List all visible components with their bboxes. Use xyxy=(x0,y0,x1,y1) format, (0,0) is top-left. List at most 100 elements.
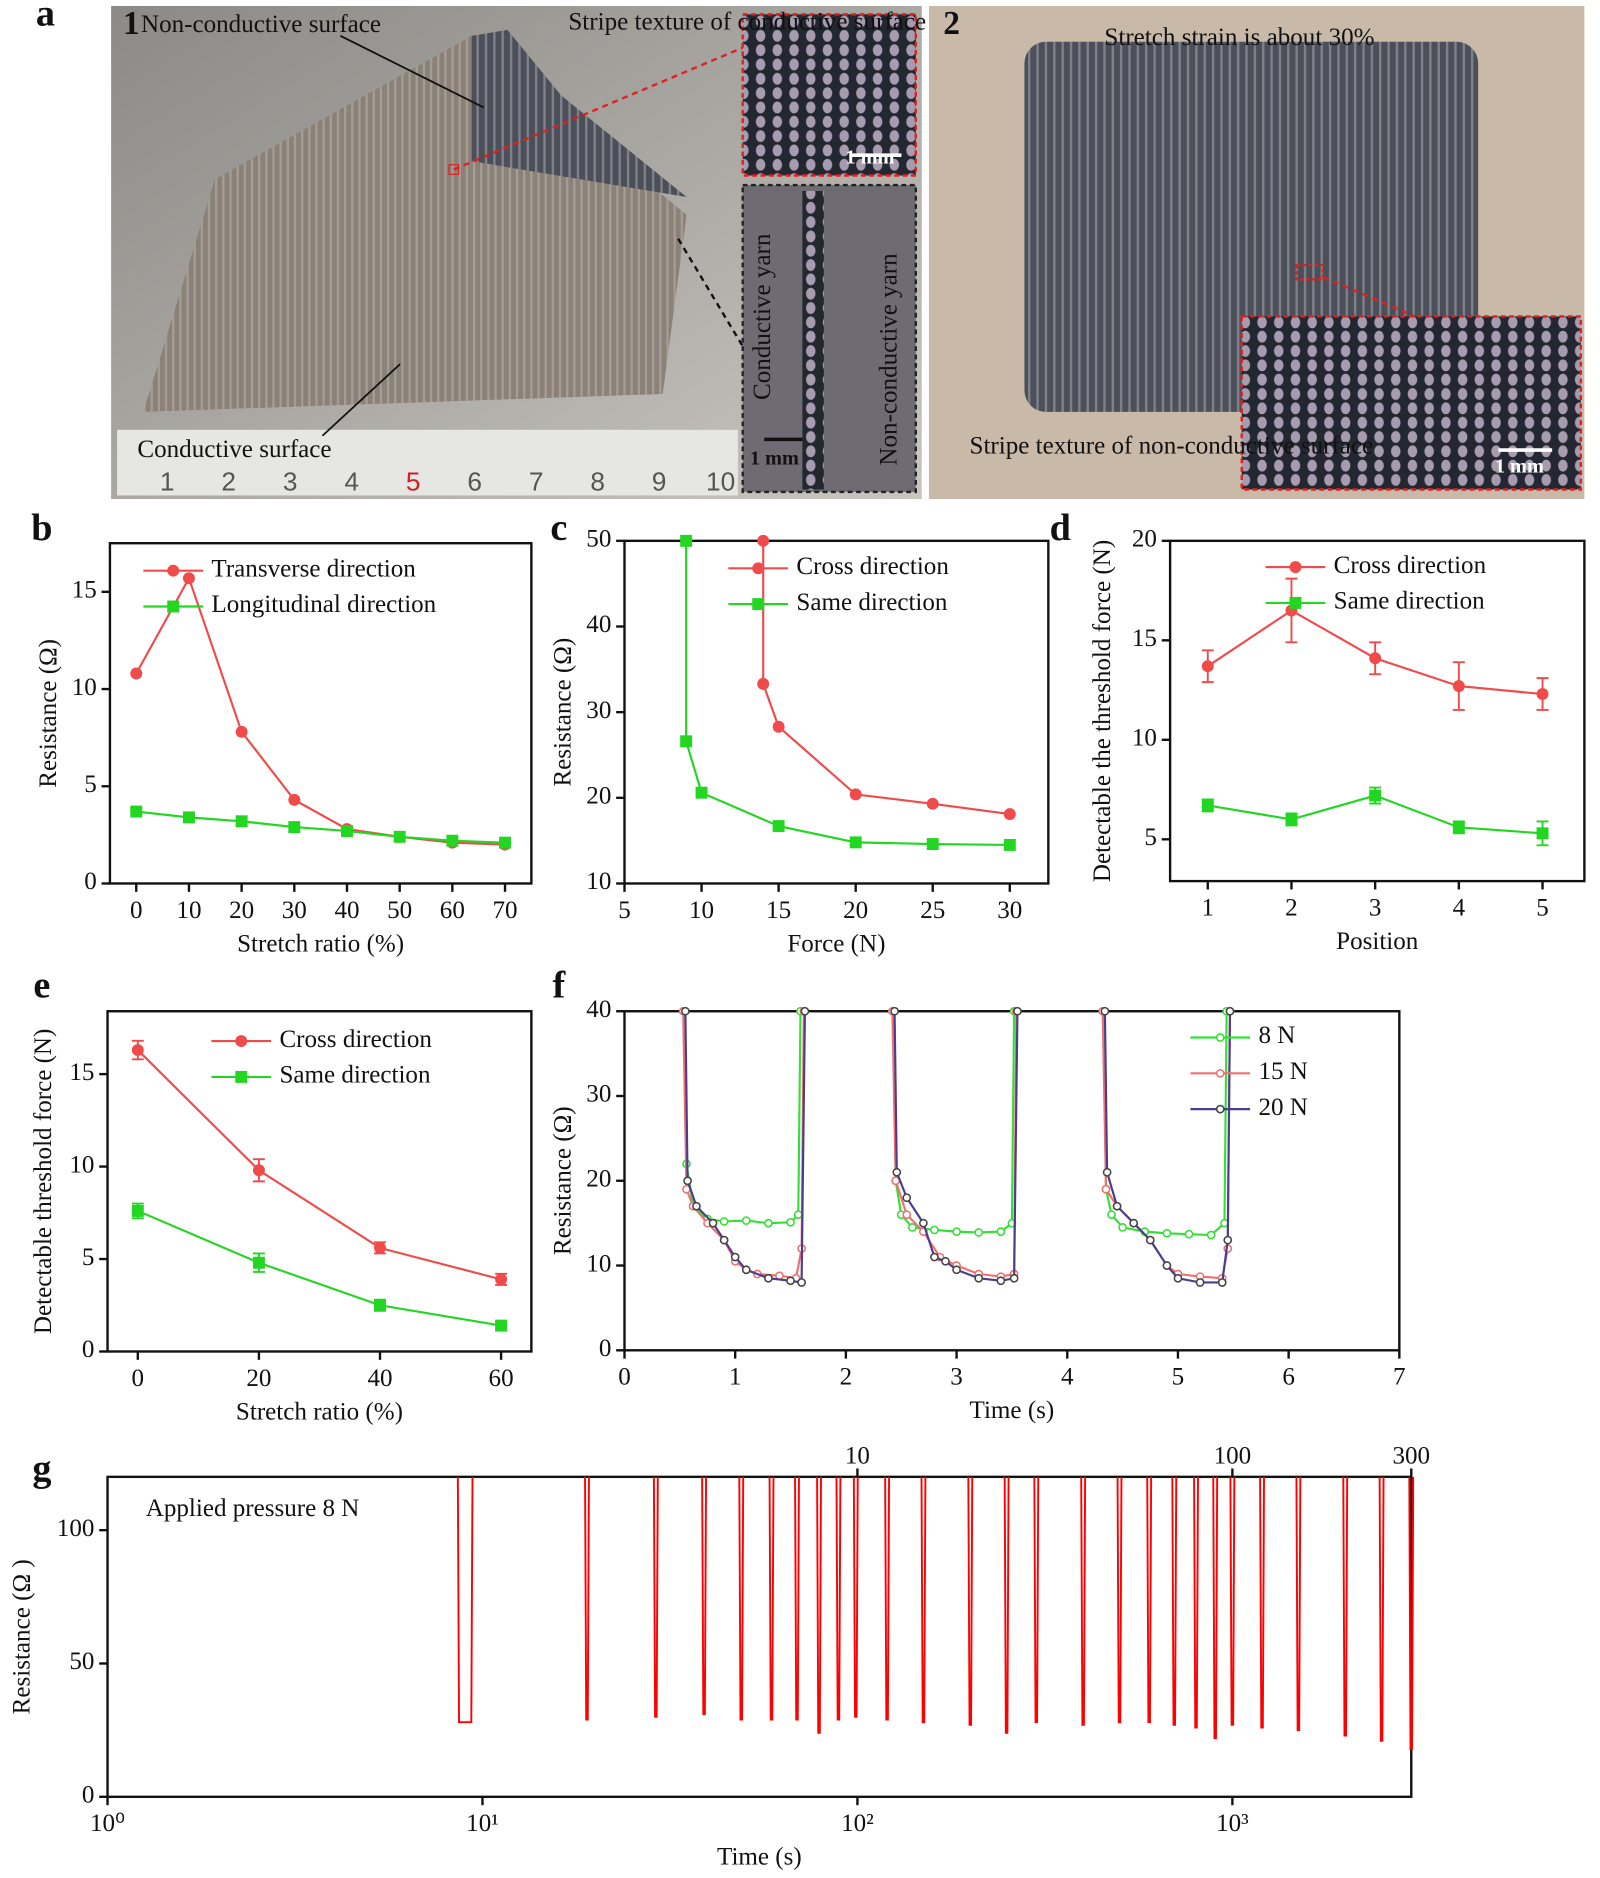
x-tick-label: 2 xyxy=(840,1364,853,1391)
marker xyxy=(890,1006,899,1016)
marker xyxy=(1162,1228,1172,1238)
x-tick-label: 0 xyxy=(618,1364,631,1391)
marker xyxy=(902,1210,912,1220)
marker xyxy=(1215,1033,1225,1042)
marker xyxy=(741,1216,751,1225)
marker xyxy=(974,1228,984,1237)
marker xyxy=(252,1164,265,1177)
marker xyxy=(182,572,195,585)
spike xyxy=(920,1476,927,1724)
marker xyxy=(1206,1230,1216,1240)
marker xyxy=(849,788,862,801)
x-tick-label: 70 xyxy=(493,897,518,924)
panel-letter: g xyxy=(32,1448,51,1490)
fabric-fold xyxy=(471,29,687,197)
marker xyxy=(719,1217,729,1226)
series-line xyxy=(137,1049,502,1281)
spike xyxy=(456,1476,474,1724)
series-line xyxy=(685,540,1010,847)
marker xyxy=(930,1225,939,1235)
spike xyxy=(1033,1476,1040,1724)
spike xyxy=(1342,1476,1349,1737)
marker xyxy=(495,1319,508,1332)
marker xyxy=(708,1218,718,1228)
x-tick-label: 30 xyxy=(282,897,307,924)
marker xyxy=(1289,561,1302,574)
series-line xyxy=(762,540,1010,816)
chart: e 0 20 40 60 0 5 10 15 Stretch ratio (%) Detectabl… xyxy=(30,964,533,1425)
marker xyxy=(695,786,708,799)
leader xyxy=(321,363,401,437)
marker xyxy=(757,534,770,547)
spike xyxy=(967,1476,974,1726)
marker xyxy=(974,1273,984,1283)
marker xyxy=(1112,1201,1122,1211)
y-tick-label: 15 xyxy=(72,577,97,604)
y-tick-label: 10 xyxy=(1132,725,1157,752)
ruler-numbers: 1 2 3 4 5 6 7 8 9 10 xyxy=(160,466,735,496)
marker xyxy=(130,667,143,680)
marker xyxy=(1536,688,1549,701)
legend-label: 15 N xyxy=(1258,1058,1307,1085)
marker xyxy=(902,1193,912,1203)
marker xyxy=(764,1218,773,1228)
spike xyxy=(1408,1476,1415,1750)
x-axis-label: Time (s) xyxy=(970,1397,1055,1424)
marker xyxy=(1201,799,1214,812)
marker xyxy=(996,1276,1006,1286)
marker xyxy=(288,821,301,834)
marker xyxy=(680,534,693,547)
marker xyxy=(793,1210,803,1220)
y-axis-label: Detectable the threshold force (N) xyxy=(1089,540,1116,882)
spike xyxy=(1146,1476,1153,1724)
marker xyxy=(930,1252,939,1262)
x-axis-label: Stretch ratio (%) xyxy=(237,930,404,957)
legend-label: 8 N xyxy=(1258,1022,1295,1049)
spike xyxy=(884,1476,891,1721)
y-tick-label: 5 xyxy=(82,1244,95,1271)
marker xyxy=(786,1276,795,1286)
x-tick-label: 10² xyxy=(841,1810,874,1837)
y-tick-label: 5 xyxy=(1144,824,1157,851)
marker xyxy=(1102,1167,1112,1177)
marker xyxy=(952,1227,961,1236)
ruler-number: 2 xyxy=(221,466,236,496)
marker xyxy=(1369,652,1382,665)
leader xyxy=(453,46,744,171)
marker xyxy=(764,1273,773,1283)
legend-label: Longitudinal direction xyxy=(211,591,436,618)
photo-number: 2 xyxy=(943,5,960,42)
chart: c 5 10 15 20 25 30 10 20 30 40 50 Force (N) Resistanc… xyxy=(550,507,1050,957)
x-tick-label: 4 xyxy=(1453,894,1466,921)
callout-box xyxy=(1295,263,1325,281)
marker xyxy=(1285,813,1298,826)
y-tick-label: 0 xyxy=(599,1335,612,1362)
ruler-number: 3 xyxy=(283,466,298,496)
marker xyxy=(1162,1261,1172,1270)
panel-letter: b xyxy=(31,507,52,549)
y-axis-label: Detectable threshold force (N) xyxy=(30,1029,57,1334)
chart: f 0 1 2 3 4 5 6 7 0 10 20 30 40 Time (s) Resistance (Ω)… xyxy=(550,964,1406,1424)
x-tick-label: 10 xyxy=(176,897,201,924)
x-tick-label: 1 xyxy=(729,1364,742,1391)
y-axis-label: Resistance (Ω) xyxy=(550,638,577,787)
y-tick-label: 10 xyxy=(72,674,97,701)
spike xyxy=(1259,1476,1265,1729)
x-tick-label: 4 xyxy=(1061,1364,1074,1391)
spike xyxy=(1003,1476,1010,1734)
spike xyxy=(584,1476,590,1721)
label: Non-conductive yarn xyxy=(875,253,902,466)
x-tick-label: 10⁰ xyxy=(90,1810,125,1837)
marker xyxy=(1184,1229,1194,1239)
spike xyxy=(852,1476,859,1718)
marker xyxy=(1536,827,1549,840)
panel-letter: f xyxy=(552,964,566,1006)
marker xyxy=(1107,1210,1116,1220)
y-tick-label: 15 xyxy=(69,1059,94,1086)
panel-letter: d xyxy=(1050,507,1071,549)
marker xyxy=(681,1006,690,1016)
marker xyxy=(167,600,180,613)
marker xyxy=(1452,821,1465,834)
plot-frame xyxy=(106,1475,1413,1799)
marker xyxy=(288,793,301,806)
